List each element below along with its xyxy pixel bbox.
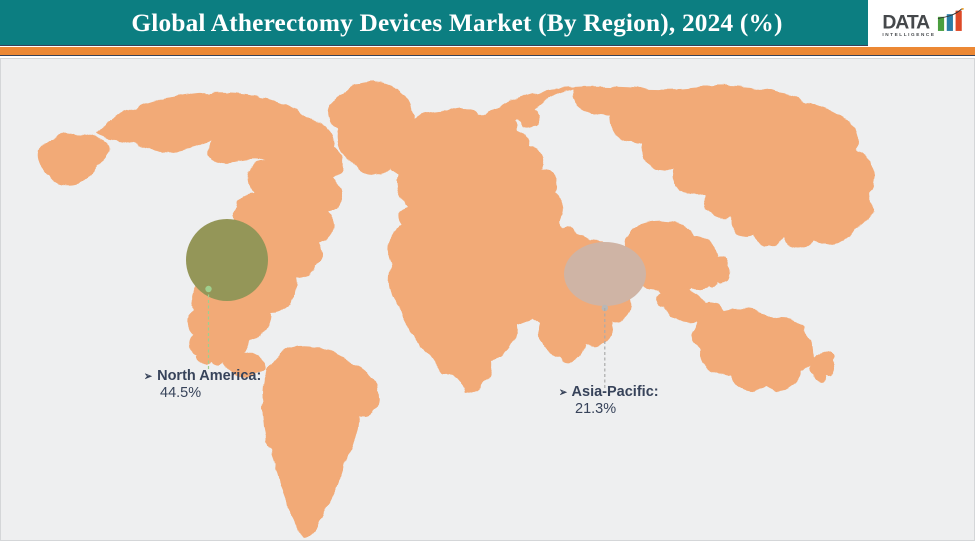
svg-text:DATA: DATA — [882, 11, 930, 33]
svg-text:INTELLIGENCE: INTELLIGENCE — [882, 32, 935, 37]
